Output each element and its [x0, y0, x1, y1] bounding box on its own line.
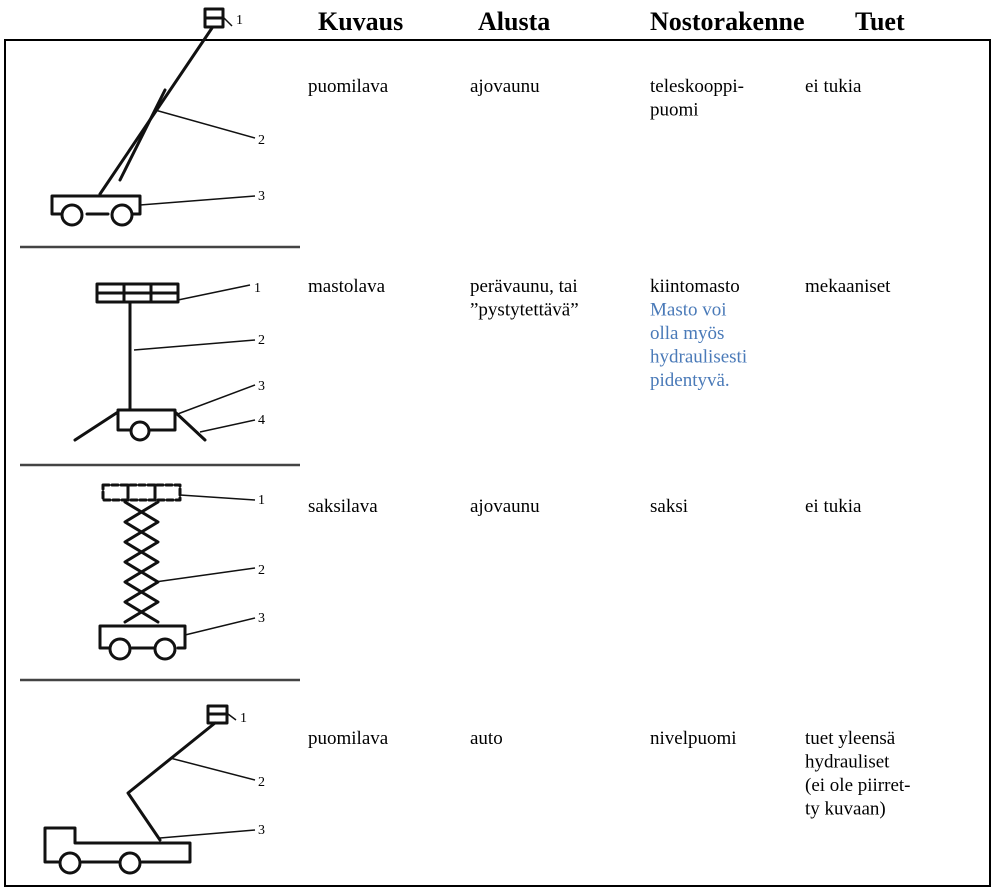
drawing-label: 3 — [258, 823, 265, 838]
cell-text: ajovaunu — [470, 76, 540, 97]
drawing-label: 4 — [258, 413, 265, 428]
drawing-mast-lift — [73, 282, 256, 442]
drawing-label: 3 — [258, 189, 265, 204]
cell-text: ty kuvaan) — [805, 799, 886, 820]
drawing-label: 1 — [258, 493, 265, 508]
cell-text: ei tukia — [805, 496, 862, 517]
cell-note: Masto voi — [650, 300, 727, 321]
cell-text: nivelpuomi — [650, 728, 737, 749]
cell-text: (ei ole piirret- — [805, 775, 911, 796]
cell-text: puomi — [650, 100, 699, 121]
column-header: Alusta — [478, 7, 550, 36]
drawing-label: 3 — [258, 611, 265, 626]
cell-note: olla myös — [650, 323, 724, 344]
cell-text: ajovaunu — [470, 496, 540, 517]
drawing-scissor-lift — [98, 483, 256, 661]
drawing-label: 2 — [258, 775, 265, 790]
drawing-label: 2 — [258, 333, 265, 348]
cell-text: puomilava — [308, 76, 389, 97]
separators — [20, 245, 300, 682]
drawing-label: 1 — [240, 711, 247, 726]
cell-text: mekaaniset — [805, 276, 891, 297]
cell-note: hydraulisesti — [650, 347, 747, 368]
drawing-label: 1 — [236, 13, 243, 28]
drawing-label: 3 — [258, 379, 265, 394]
drawing-truck-lift — [43, 704, 256, 875]
cell-text: tuet yleensä — [805, 728, 896, 749]
cell-text: puomilava — [308, 728, 389, 749]
column-header: Tuet — [855, 7, 905, 36]
cell-note: pidentyvä. — [650, 370, 730, 391]
cell-text: teleskooppi- — [650, 76, 744, 97]
cell-text: saksi — [650, 496, 688, 517]
cell-text: kiintomasto — [650, 276, 740, 297]
drawing-label: 2 — [258, 563, 265, 578]
cell-text: auto — [470, 728, 503, 749]
column-header: Kuvaus — [318, 7, 403, 36]
cell-text: perävaunu, tai — [470, 276, 578, 297]
drawing-label: 1 — [254, 281, 261, 296]
drawing-boom-lift — [50, 7, 256, 227]
drawing-label: 2 — [258, 133, 265, 148]
cell-text: mastolava — [308, 276, 386, 297]
cell-text: saksilava — [308, 496, 378, 517]
table-border — [4, 39, 991, 887]
cell-text: ei tukia — [805, 76, 862, 97]
cell-text: hydrauliset — [805, 752, 890, 773]
cell-text: ”pystytettävä” — [470, 300, 579, 321]
column-header: Nostorakenne — [650, 7, 805, 36]
